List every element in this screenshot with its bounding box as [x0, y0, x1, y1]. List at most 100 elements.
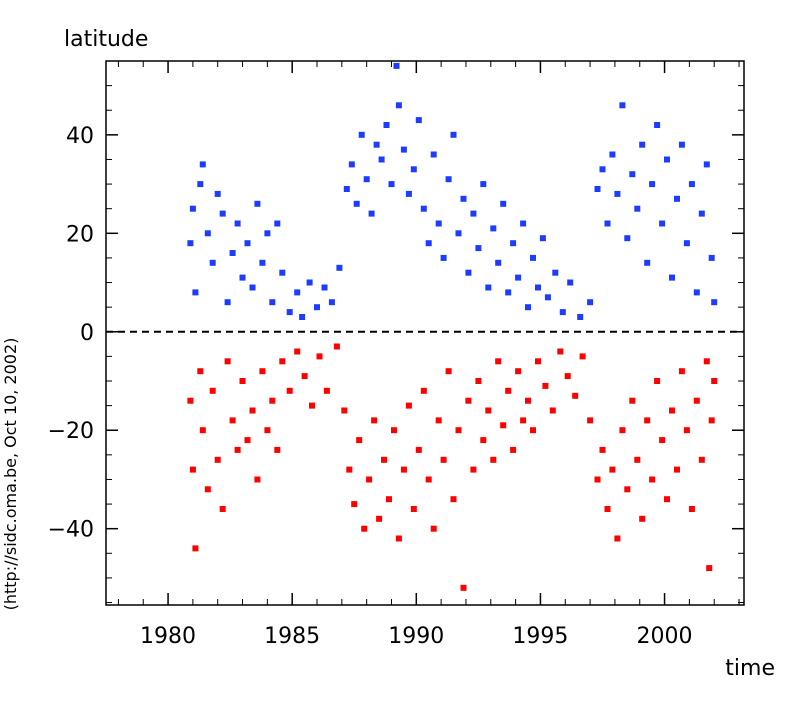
point-south-78 — [609, 466, 616, 473]
point-north-68 — [535, 284, 541, 291]
point-south-3 — [197, 368, 204, 375]
point-south-53 — [465, 397, 472, 404]
point-south-13 — [244, 437, 251, 444]
point-south-61 — [505, 387, 512, 394]
point-south-8 — [219, 506, 226, 512]
point-south-50 — [450, 496, 457, 503]
point-south-18 — [269, 397, 276, 404]
point-north-75 — [587, 299, 594, 306]
point-north-94 — [683, 240, 690, 247]
point-south-1 — [189, 466, 196, 473]
point-north-51 — [450, 131, 457, 138]
point-north-64 — [515, 274, 522, 281]
point-south-4 — [199, 427, 206, 434]
point-south-15 — [254, 476, 261, 483]
point-south-56 — [480, 437, 487, 444]
point-south-40 — [400, 466, 407, 473]
point-north-50 — [445, 176, 452, 183]
point-south-29 — [346, 466, 353, 473]
point-south-90 — [669, 407, 675, 414]
point-south-48 — [440, 456, 447, 463]
point-south-46 — [430, 525, 437, 532]
point-south-55 — [475, 378, 482, 384]
point-south-34 — [371, 417, 378, 424]
point-north-96 — [693, 289, 700, 296]
point-south-79 — [614, 535, 621, 542]
point-north-60 — [495, 259, 502, 266]
point-south-76 — [599, 446, 606, 453]
point-north-78 — [604, 220, 611, 227]
point-south-89 — [664, 496, 670, 503]
point-south-88 — [659, 437, 666, 444]
point-north-48 — [435, 220, 442, 227]
point-north-44 — [415, 117, 422, 124]
point-south-68 — [542, 382, 549, 389]
point-south-0 — [187, 397, 194, 404]
point-south-16 — [259, 368, 266, 375]
point-north-15 — [254, 200, 261, 207]
point-south-82 — [629, 397, 636, 404]
point-south-96 — [698, 456, 705, 463]
point-south-33 — [366, 476, 373, 483]
point-north-40 — [395, 102, 402, 109]
point-south-12 — [239, 378, 246, 384]
point-south-9 — [224, 358, 231, 365]
point-south-57 — [485, 407, 492, 414]
point-north-54 — [465, 269, 472, 276]
point-north-91 — [669, 274, 675, 281]
point-north-85 — [639, 141, 646, 148]
point-south-31 — [356, 437, 363, 444]
point-south-84 — [639, 515, 646, 522]
point-north-28 — [336, 264, 343, 271]
point-north-42 — [405, 190, 412, 197]
point-north-25 — [314, 304, 320, 311]
point-south-95 — [693, 397, 700, 404]
point-south-59 — [495, 358, 502, 365]
point-south-35 — [376, 515, 383, 522]
x-tick-label-1985: 1985 — [264, 624, 320, 649]
point-south-58 — [490, 456, 497, 463]
point-north-69 — [539, 235, 546, 242]
point-north-73 — [567, 279, 574, 286]
point-north-77 — [599, 166, 606, 173]
point-north-38 — [388, 181, 395, 188]
point-south-24 — [309, 402, 315, 409]
point-south-36 — [381, 456, 387, 463]
point-south-80 — [619, 427, 626, 434]
point-south-14 — [249, 407, 256, 414]
point-north-13 — [244, 240, 251, 247]
point-north-10 — [229, 250, 236, 256]
point-north-18 — [269, 299, 276, 306]
plot-frame — [105, 60, 745, 606]
point-north-46 — [425, 240, 432, 247]
point-north-37 — [383, 122, 390, 128]
point-south-71 — [564, 373, 571, 380]
y-tick-label-0: 0 — [80, 321, 94, 346]
point-north-49 — [440, 254, 447, 261]
point-north-29 — [343, 186, 350, 192]
point-south-37 — [386, 496, 392, 503]
point-south-67 — [535, 358, 541, 365]
point-north-83 — [629, 171, 636, 178]
point-north-11 — [234, 220, 241, 227]
point-south-30 — [351, 501, 358, 508]
point-south-38 — [391, 427, 397, 434]
point-south-60 — [500, 422, 507, 429]
point-south-99 — [708, 417, 715, 424]
point-south-87 — [654, 378, 661, 384]
point-south-81 — [624, 486, 631, 493]
point-north-58 — [485, 284, 492, 291]
point-south-92 — [678, 368, 685, 375]
point-north-7 — [214, 190, 221, 197]
ticks-layer: 1980 1985 1990 1995 2000 −40 −20 0 20 40 — [48, 60, 744, 649]
point-south-83 — [634, 456, 641, 463]
point-south-63 — [515, 368, 522, 375]
point-north-89 — [659, 220, 666, 227]
point-north-98 — [703, 161, 710, 168]
y-axis-title: latitude — [64, 27, 148, 52]
series-north — [187, 62, 718, 320]
point-north-95 — [688, 181, 695, 188]
point-north-30 — [348, 161, 355, 168]
point-north-0 — [187, 240, 194, 247]
point-north-26 — [321, 284, 328, 291]
